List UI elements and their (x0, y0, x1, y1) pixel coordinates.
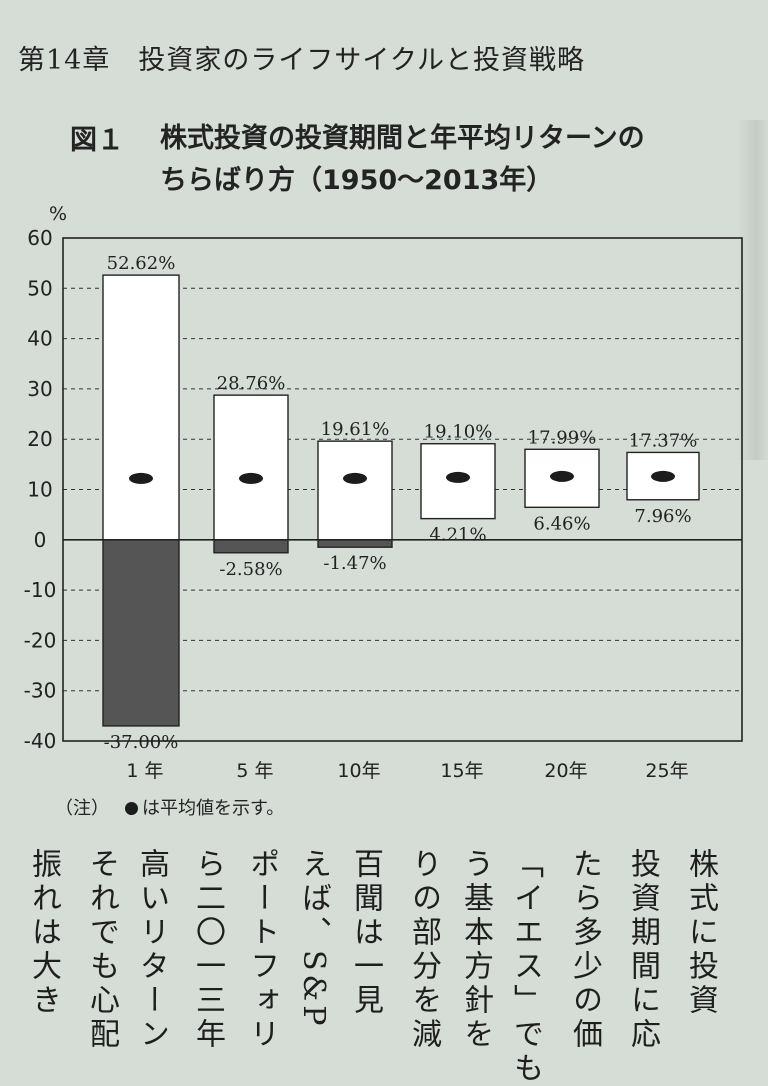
max-value-label: 17.99% (528, 427, 597, 448)
mean-marker (550, 470, 574, 482)
chart-note: （注） は平均値を示す。 (55, 794, 284, 820)
body-text-column: う基本方針を (458, 848, 493, 1052)
negative-bar (102, 539, 180, 727)
plot-frame (62, 237, 743, 742)
body-text-column: 投資期間に応 (625, 848, 660, 1052)
mean-marker-icon (125, 802, 138, 815)
y-tick-label: 30 (27, 377, 52, 401)
x-category-label: 25年 (645, 760, 688, 782)
max-value-label: 17.37% (629, 430, 698, 451)
min-value-label: -37.00% (104, 732, 179, 753)
body-text-column: 百聞は一見 (348, 848, 383, 1018)
body-text-column: 振れは大き (26, 848, 61, 1018)
figure-title-line-1: 株式投資の投資期間と年平均リターンの (160, 123, 645, 154)
x-category-label: 5 年 (236, 760, 273, 782)
y-tick-label: -30 (24, 679, 57, 703)
y-tick-label: -10 (24, 578, 57, 602)
y-tick-label: -40 (24, 729, 57, 753)
y-tick-label: -20 (24, 628, 57, 652)
body-text-column: それでも心配 (84, 848, 119, 1052)
body-text-column: 株式に投資 (683, 848, 718, 1018)
figure-title: 株式投資の投資期間と年平均リターンの ちらばり方（1950〜2013年） (160, 118, 645, 202)
negative-bar (317, 539, 393, 548)
body-text-column: 高いリターン (134, 848, 169, 1052)
max-value-label: 19.61% (321, 419, 390, 440)
y-tick-label: 50 (27, 276, 52, 300)
x-category-label: 1 年 (126, 760, 163, 782)
negative-bar (213, 539, 289, 554)
x-category-label: 20年 (544, 760, 587, 782)
max-value-label: 52.62% (107, 253, 176, 274)
max-value-label: 28.76% (217, 373, 286, 394)
x-category-label: 15年 (440, 760, 483, 782)
min-value-label: -2.58% (219, 559, 282, 580)
mean-marker (651, 470, 675, 482)
y-tick-label: 40 (27, 327, 52, 351)
bar-chart: %60 50 40 30 20 10 0 -10 -20 -30 -40 52.62% -37.00% 1… (24, 203, 743, 782)
min-value-label: 4.21% (429, 525, 486, 546)
chapter-heading: 第14章 投資家のライフサイクルと投資戦略 (18, 45, 586, 76)
range-box (317, 440, 393, 541)
body-text-column: りの部分を減 (406, 848, 441, 1052)
min-value-label: 7.96% (634, 506, 691, 527)
note-prefix: （注） (55, 798, 109, 819)
body-text-column: たら多少の価 (567, 848, 602, 1052)
note-text: は平均値を示す。 (142, 798, 285, 819)
y-axis-unit: % (49, 203, 67, 225)
mean-marker (343, 472, 367, 484)
mean-marker (239, 472, 263, 484)
y-tick-label: 10 (27, 478, 52, 502)
x-category-label: 10年 (337, 760, 380, 782)
min-value-label: 6.46% (533, 513, 590, 534)
mean-marker (446, 471, 470, 483)
body-text-column: ポートフォリ (244, 848, 279, 1052)
max-value-label: 19.10% (424, 422, 493, 443)
range-box (213, 394, 289, 541)
figure-number: 図１ (70, 125, 124, 156)
range-box (102, 274, 180, 541)
y-tick-label: 0 (34, 528, 47, 552)
body-text-column: えば、S&P (296, 848, 331, 1030)
figure-title-line-2: ちらばり方（1950〜2013年） (160, 165, 554, 196)
body-text-column: ら二〇一三年 (190, 848, 225, 1052)
y-tick-label: 20 (27, 427, 52, 451)
y-tick-label: 60 (27, 226, 52, 250)
body-text-column: 「イエス」でも (508, 848, 543, 1086)
min-value-label: -1.47% (323, 553, 386, 574)
mean-marker (129, 472, 153, 484)
